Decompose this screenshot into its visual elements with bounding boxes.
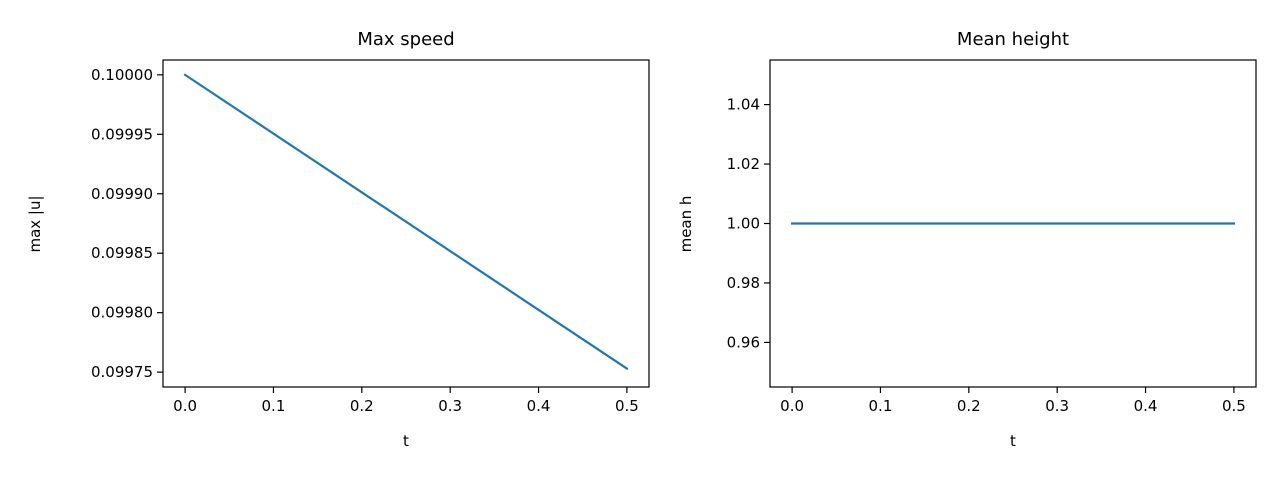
x-tick-label: 0.4 <box>1134 397 1158 415</box>
x-tick-label: 0.3 <box>438 397 462 415</box>
x-tick-label: 0.5 <box>615 397 639 415</box>
x-axis-label: t <box>403 432 409 450</box>
plot-area-frame <box>162 59 650 388</box>
plot-area-frame <box>769 59 1257 388</box>
x-tick-label: 0.2 <box>957 397 981 415</box>
y-tick-label: 0.09990 <box>91 185 153 203</box>
y-tick-label: 1.02 <box>727 155 760 173</box>
chart-title: Mean height <box>957 29 1069 50</box>
x-tick-label: 0.2 <box>350 397 374 415</box>
x-tick-label: 0.0 <box>173 397 197 415</box>
y-tick-label: 0.09980 <box>91 304 153 322</box>
x-tick-label: 0.1 <box>869 397 893 415</box>
ticks: 0.0 0.1 0.2 0.3 0.4 0.5 0.09975 0.09980 0.09985 0… <box>91 66 639 415</box>
x-axis-label: t <box>1010 432 1016 450</box>
x-tick-label: 0.3 <box>1045 397 1069 415</box>
x-tick-label: 0.5 <box>1222 397 1246 415</box>
ticks: 0.0 0.1 0.2 0.3 0.4 0.5 0.96 0.98 1.00 1.02 1.04 <box>727 96 1246 415</box>
y-tick-label: 0.98 <box>727 274 760 292</box>
y-tick-label: 0.09995 <box>91 125 153 143</box>
y-tick-label: 1.04 <box>727 96 760 114</box>
subplot-mean-height: Mean height t mean h 0.0 0.1 0.2 0.3 0.4 0.50… <box>677 29 1257 450</box>
y-tick-label: 0.09975 <box>91 363 153 381</box>
y-axis-label: max |u| <box>26 195 44 252</box>
y-tick-label: 0.96 <box>727 333 760 351</box>
series-line <box>183 73 629 371</box>
x-tick-label: 0.1 <box>262 397 286 415</box>
x-tick-label: 0.4 <box>527 397 551 415</box>
y-tick-label: 0.10000 <box>91 66 153 84</box>
y-tick-label: 0.09985 <box>91 244 153 262</box>
y-tick-label: 1.00 <box>727 215 760 233</box>
chart-title: Max speed <box>357 29 454 50</box>
data-lines <box>183 73 629 371</box>
x-tick-label: 0.0 <box>780 397 804 415</box>
subplot-max-speed: Max speed t max |u| 0.0 0.1 0.2 0.3 0.4 0.50.… <box>26 29 650 450</box>
y-axis-label: mean h <box>677 196 695 253</box>
